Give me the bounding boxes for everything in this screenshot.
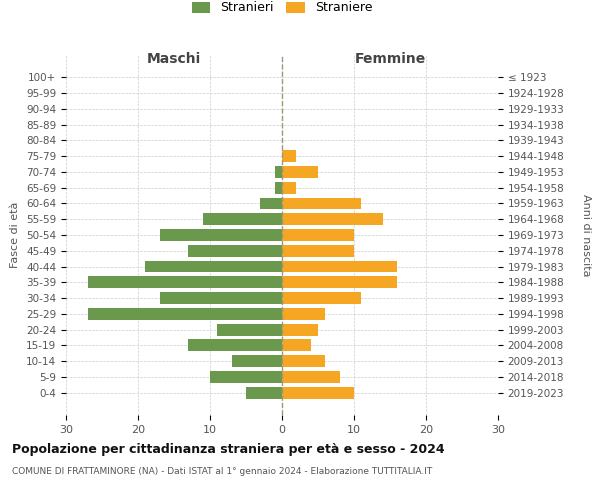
Bar [232,356,282,367]
Bar [282,214,383,225]
Bar [217,324,282,336]
Text: Popolazione per cittadinanza straniera per età e sesso - 2024: Popolazione per cittadinanza straniera p… [12,442,445,456]
Bar [88,308,282,320]
Bar [282,387,354,398]
Bar [188,340,282,351]
Bar [260,198,282,209]
Bar [282,182,296,194]
Bar [160,292,282,304]
Y-axis label: Fasce di età: Fasce di età [10,202,20,268]
Bar [282,276,397,288]
Y-axis label: Anni di nascita: Anni di nascita [581,194,591,276]
Bar [282,260,397,272]
Text: COMUNE DI FRATTAMINORE (NA) - Dati ISTAT al 1° gennaio 2024 - Elaborazione TUTTI: COMUNE DI FRATTAMINORE (NA) - Dati ISTAT… [12,468,432,476]
Bar [282,245,354,256]
Bar [282,229,354,241]
Bar [282,340,311,351]
Bar [282,292,361,304]
Bar [246,387,282,398]
Bar [282,150,296,162]
Bar [282,166,318,178]
Text: Femmine: Femmine [355,52,425,66]
Bar [88,276,282,288]
Bar [282,198,361,209]
Bar [188,245,282,256]
Bar [210,371,282,383]
Text: Maschi: Maschi [147,52,201,66]
Bar [282,308,325,320]
Bar [275,166,282,178]
Bar [282,324,318,336]
Bar [282,371,340,383]
Legend: Stranieri, Straniere: Stranieri, Straniere [187,0,377,20]
Bar [282,356,325,367]
Bar [275,182,282,194]
Bar [203,214,282,225]
Bar [160,229,282,241]
Bar [145,260,282,272]
